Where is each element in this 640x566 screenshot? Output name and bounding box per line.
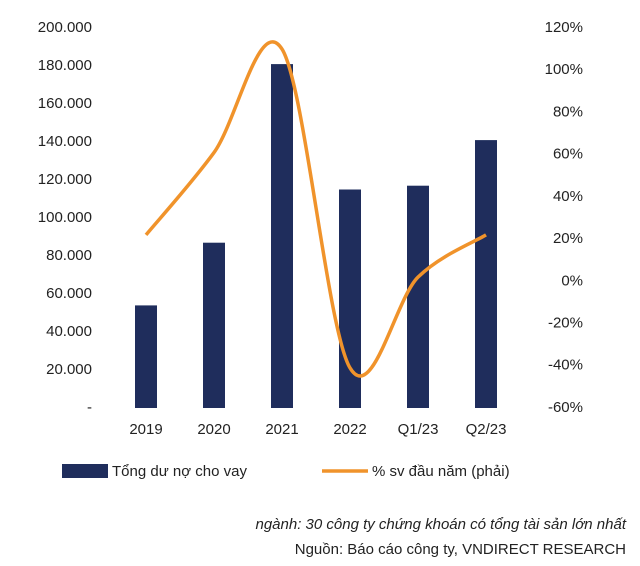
legend-label: % sv đầu năm (phải): [372, 463, 510, 480]
x-tick-label: Q2/23: [466, 421, 507, 438]
y-tick-label: 80.000: [46, 247, 92, 264]
y2-tick-label: -20%: [548, 315, 583, 332]
y-tick-label: 60.000: [46, 285, 92, 302]
bar: [135, 305, 157, 408]
bar: [407, 185, 429, 408]
y-tick-label: 180.000: [38, 57, 92, 74]
y-tick-label: 100.000: [38, 209, 92, 226]
y-tick-label: 160.000: [38, 95, 92, 112]
y2-tick-label: 20%: [553, 230, 583, 247]
y2-tick-label: -60%: [548, 399, 583, 416]
x-tick-label: 2021: [265, 421, 298, 438]
bar: [475, 140, 497, 408]
y-tick-label: 40.000: [46, 323, 92, 340]
legend-label: Tổng dư nợ cho vay: [112, 463, 247, 480]
y2-tick-label: -40%: [548, 357, 583, 374]
y2-tick-label: 0%: [561, 272, 583, 289]
legend-swatch: [62, 464, 108, 478]
y2-tick-label: 100%: [545, 61, 583, 78]
y-tick-label: -: [87, 399, 92, 416]
x-tick-label: Q1/23: [398, 421, 439, 438]
y2-tick-label: 60%: [553, 146, 583, 163]
y-tick-label: 120.000: [38, 171, 92, 188]
bar: [203, 242, 225, 408]
x-tick-label: 2019: [129, 421, 162, 438]
y-tick-label: 20.000: [46, 361, 92, 378]
source: Nguồn: Báo cáo công ty, VNDIRECT RESEARC…: [295, 541, 626, 558]
y2-tick-label: 80%: [553, 103, 583, 120]
y-tick-label: 140.000: [38, 133, 92, 150]
y-tick-label: 200.000: [38, 19, 92, 36]
x-tick-label: 2020: [197, 421, 230, 438]
bar: [271, 64, 293, 408]
line: [144, 40, 487, 378]
y2-tick-label: 40%: [553, 188, 583, 205]
y2-tick-label: 120%: [545, 19, 583, 36]
x-tick-label: 2022: [333, 421, 366, 438]
note: ngành: 30 công ty chứng khoán có tổng tà…: [255, 516, 626, 533]
